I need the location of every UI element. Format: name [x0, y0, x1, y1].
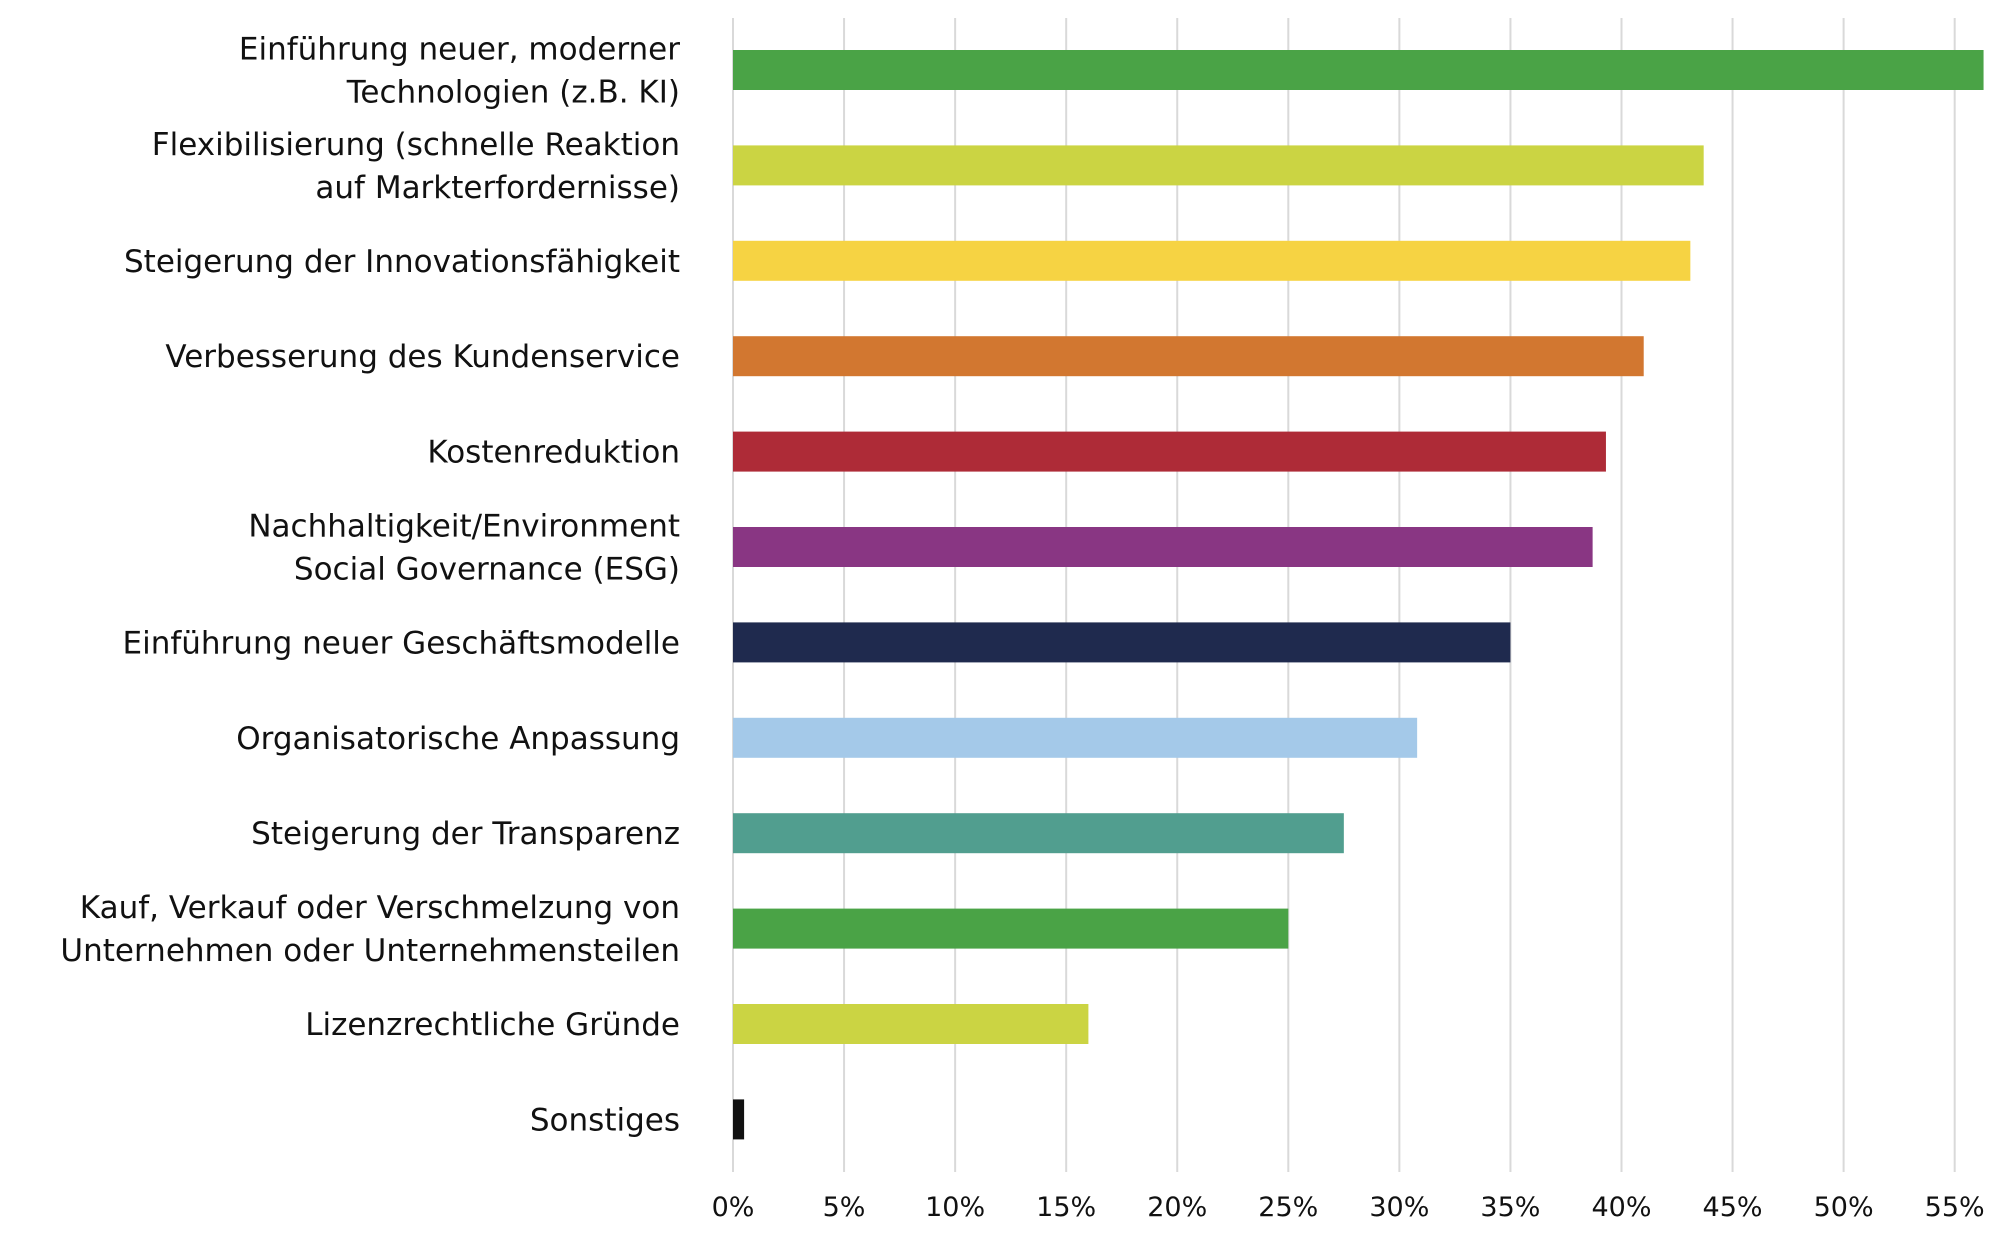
category-label: Unternehmen oder Unternehmensteilen	[60, 933, 680, 969]
category-label: Organisatorische Anpassung	[236, 721, 680, 757]
category-label: Einführung neuer, moderner	[239, 32, 680, 68]
category-label: Kostenreduktion	[427, 435, 680, 471]
bar	[733, 145, 1704, 186]
category-labels: Einführung neuer, moderner Technologien (…	[60, 32, 680, 1139]
category-label: Flexibilisierung (schnelle Reaktion	[152, 127, 680, 163]
category-label: Kauf, Verkauf oder Verschmelzung von	[80, 890, 680, 926]
bars	[733, 50, 1984, 1140]
bar	[733, 336, 1644, 377]
gridlines	[732, 18, 1956, 1172]
x-tick-label: 30%	[1369, 1192, 1429, 1223]
bar	[733, 717, 1418, 758]
x-tick-label: 35%	[1480, 1192, 1540, 1223]
bar	[733, 622, 1511, 663]
category-label: Social Governance (ESG)	[294, 552, 680, 588]
category-label: Sonstiges	[530, 1102, 680, 1138]
bar	[733, 431, 1606, 472]
category-label: auf Markterfordernisse)	[315, 170, 680, 206]
x-tick-label: 20%	[1147, 1192, 1207, 1223]
x-tick-label: 55%	[1925, 1192, 1985, 1223]
x-tick-label: 10%	[925, 1192, 985, 1223]
bar	[733, 1004, 1089, 1044]
bar	[733, 50, 1984, 90]
bar	[733, 908, 1289, 949]
category-label: Lizenzrechtliche Gründe	[305, 1007, 680, 1043]
bar	[733, 813, 1344, 854]
bar	[733, 1099, 745, 1140]
category-label: Verbesserung des Kundenservice	[165, 339, 680, 375]
category-label: Technologien (z.B. KI)	[346, 75, 680, 111]
x-tick-labels: 0% 5% 10% 15% 20% 25% 30% 35% 40% 45% 50% 55%	[712, 1192, 1985, 1223]
category-label: Steigerung der Transparenz	[251, 816, 680, 852]
x-tick-label: 0%	[712, 1192, 755, 1223]
x-tick-label: 45%	[1703, 1192, 1763, 1223]
category-label: Steigerung der Innovationsfähigkeit	[124, 244, 680, 280]
category-label: Einführung neuer Geschäftsmodelle	[123, 625, 681, 661]
x-tick-label: 50%	[1814, 1192, 1874, 1223]
bar	[733, 240, 1691, 281]
x-tick-label: 40%	[1591, 1192, 1651, 1223]
x-tick-label: 25%	[1258, 1192, 1318, 1223]
bar	[733, 527, 1593, 567]
x-tick-label: 5%	[823, 1192, 866, 1223]
x-tick-label: 15%	[1036, 1192, 1096, 1223]
category-label: Nachhaltigkeit/Environment	[248, 509, 680, 545]
